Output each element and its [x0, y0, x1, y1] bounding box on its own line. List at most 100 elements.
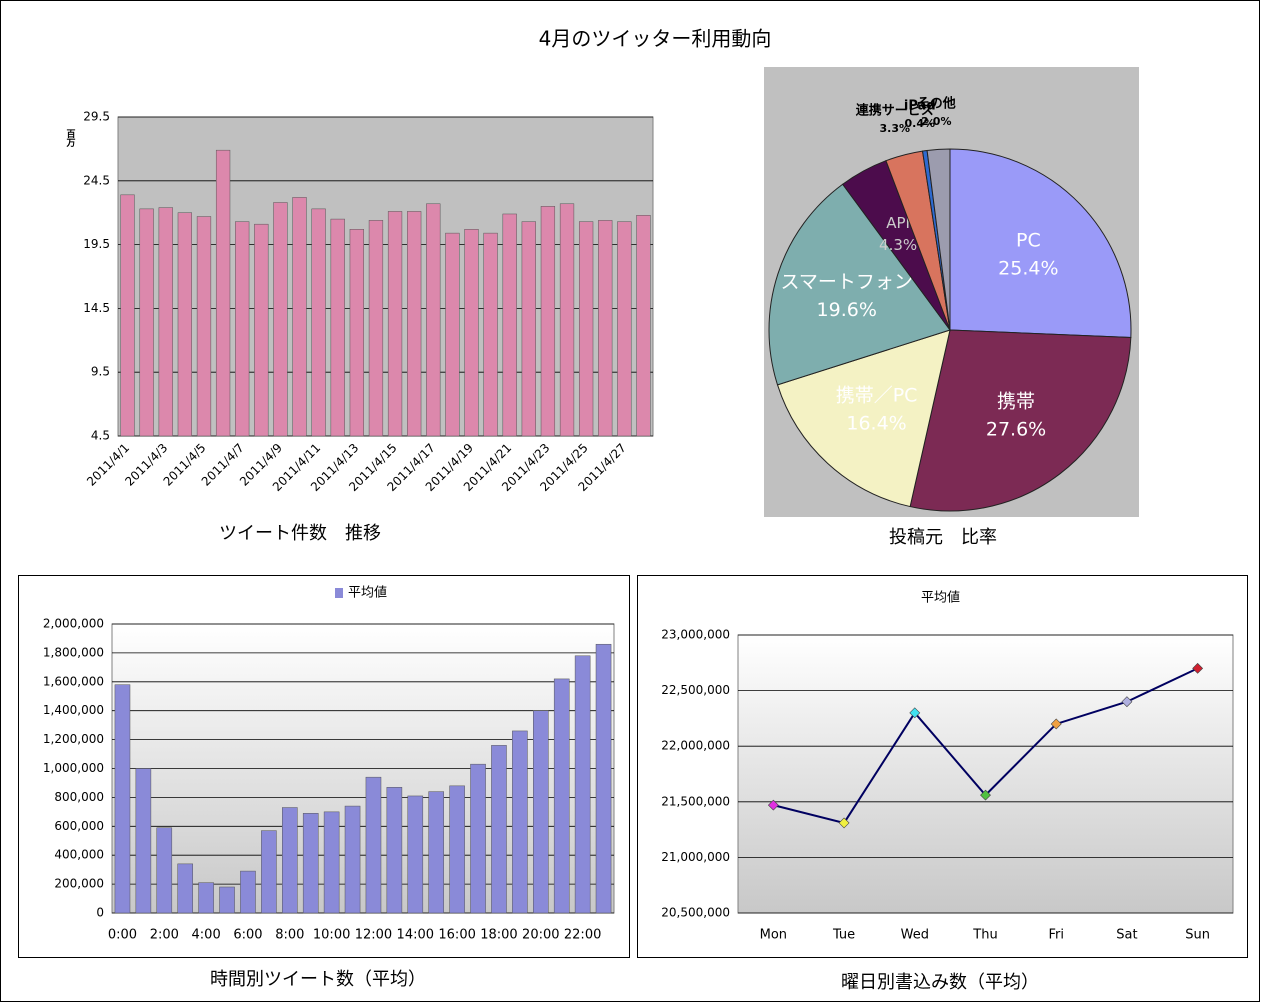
bar [387, 211, 403, 437]
bar [323, 811, 340, 914]
y-tick-label: 0 [96, 906, 104, 920]
bar [428, 791, 444, 914]
bar [578, 221, 594, 437]
caption: 曜日別書込み数（平均） [841, 972, 1039, 993]
pie-value: 16.4% [846, 413, 906, 435]
pie-label: スマートフォン [780, 271, 912, 293]
pie-value: 27.6% [986, 419, 1046, 441]
y-tick-label: 400,000 [54, 848, 104, 862]
marker [980, 789, 991, 801]
pie-value: 4.3% [879, 236, 917, 254]
x-tick-label: Sat [1116, 928, 1137, 943]
bar [302, 813, 319, 914]
bar [282, 807, 298, 914]
legend-label: 平均値 [348, 585, 387, 601]
plot-area [737, 634, 1234, 914]
x-tick-label: 20:00 [522, 928, 559, 943]
bar [386, 787, 403, 914]
bar [445, 232, 460, 437]
bar [196, 216, 212, 437]
bar [595, 643, 612, 914]
bar [426, 203, 441, 437]
pie-slice [926, 148, 951, 331]
pie-slice [776, 329, 951, 508]
bar [254, 223, 269, 437]
bar [540, 206, 556, 437]
bar [158, 207, 173, 437]
bar [139, 208, 154, 437]
y-tick-label: 19.5 [83, 237, 110, 251]
bar [261, 830, 277, 914]
x-tick-label: 12:00 [355, 928, 392, 943]
bar [449, 785, 465, 914]
pie-label: 携帯 [997, 391, 1035, 413]
x-tick-label: 6:00 [233, 928, 262, 943]
bar [219, 886, 235, 914]
marker [1050, 718, 1062, 730]
bar [617, 221, 632, 437]
y-tick-label: 1,400,000 [43, 703, 104, 717]
y-unit-label: 百万 [65, 129, 77, 148]
bar [114, 684, 131, 914]
caption: 投稿元 比率 [889, 527, 997, 548]
pie-slice [909, 329, 1132, 512]
bar [559, 203, 575, 437]
y-tick-label: 24.5 [83, 173, 110, 187]
bar [156, 827, 173, 914]
pie-label: PC [1016, 229, 1041, 251]
bar [636, 215, 651, 437]
y-tick-label: 1,000,000 [43, 761, 104, 775]
y-tick-label: 20,500,000 [661, 906, 730, 920]
bar [521, 221, 536, 437]
bar [349, 229, 364, 437]
x-tick-label: Thu [972, 928, 997, 943]
x-tick-label: 22:00 [564, 928, 601, 943]
y-tick-label: 14.5 [83, 301, 110, 315]
caption: 時間別ツイート数（平均） [210, 969, 426, 990]
bar [491, 745, 507, 914]
pie-slice [949, 148, 1132, 338]
y-tick-label: 21,000,000 [661, 850, 730, 864]
page-title: 4月のツイッター利用動向 [539, 27, 772, 51]
y-tick-label: 1,600,000 [43, 674, 104, 688]
bar [368, 220, 384, 437]
bar [240, 870, 256, 914]
bar [502, 213, 517, 437]
bar [574, 655, 591, 914]
bar [533, 710, 549, 914]
bar [198, 882, 214, 914]
bar [177, 863, 193, 914]
x-tick-label: 18:00 [480, 928, 517, 943]
bar [365, 776, 382, 914]
bar [292, 197, 307, 437]
pie-value: 0.4% [905, 117, 936, 130]
bar [464, 229, 479, 437]
y-tick-label: 1,800,000 [43, 645, 104, 659]
caption: ツイート件数 推移 [219, 523, 381, 544]
y-tick-label: 4.5 [91, 429, 110, 443]
pie-label: 携帯／PC [836, 385, 918, 407]
bar [598, 220, 613, 437]
pie-value: 19.6% [817, 299, 877, 321]
y-tick-label: 2,000,000 [43, 617, 104, 631]
marker [909, 707, 921, 719]
bar [512, 730, 528, 914]
x-tick-label: Sun [1185, 928, 1210, 943]
x-tick-label: 10:00 [313, 928, 350, 943]
x-tick-label: Tue [832, 928, 855, 943]
y-tick-label: 22,000,000 [661, 739, 730, 753]
y-tick-label: 22,500,000 [661, 683, 730, 697]
y-tick-label: 600,000 [54, 819, 104, 833]
bar [235, 221, 250, 437]
x-tick-label: 4:00 [192, 928, 221, 943]
bar [177, 212, 193, 437]
pie-value: 3.3% [880, 122, 911, 135]
marker [838, 817, 850, 829]
y-tick-label: 200,000 [54, 877, 104, 891]
bar [311, 208, 326, 437]
pie-label: その他 [917, 96, 956, 112]
y-tick-label: 21,500,000 [661, 794, 730, 808]
bar [470, 763, 486, 914]
pie-label: 連携サービス [856, 102, 934, 118]
